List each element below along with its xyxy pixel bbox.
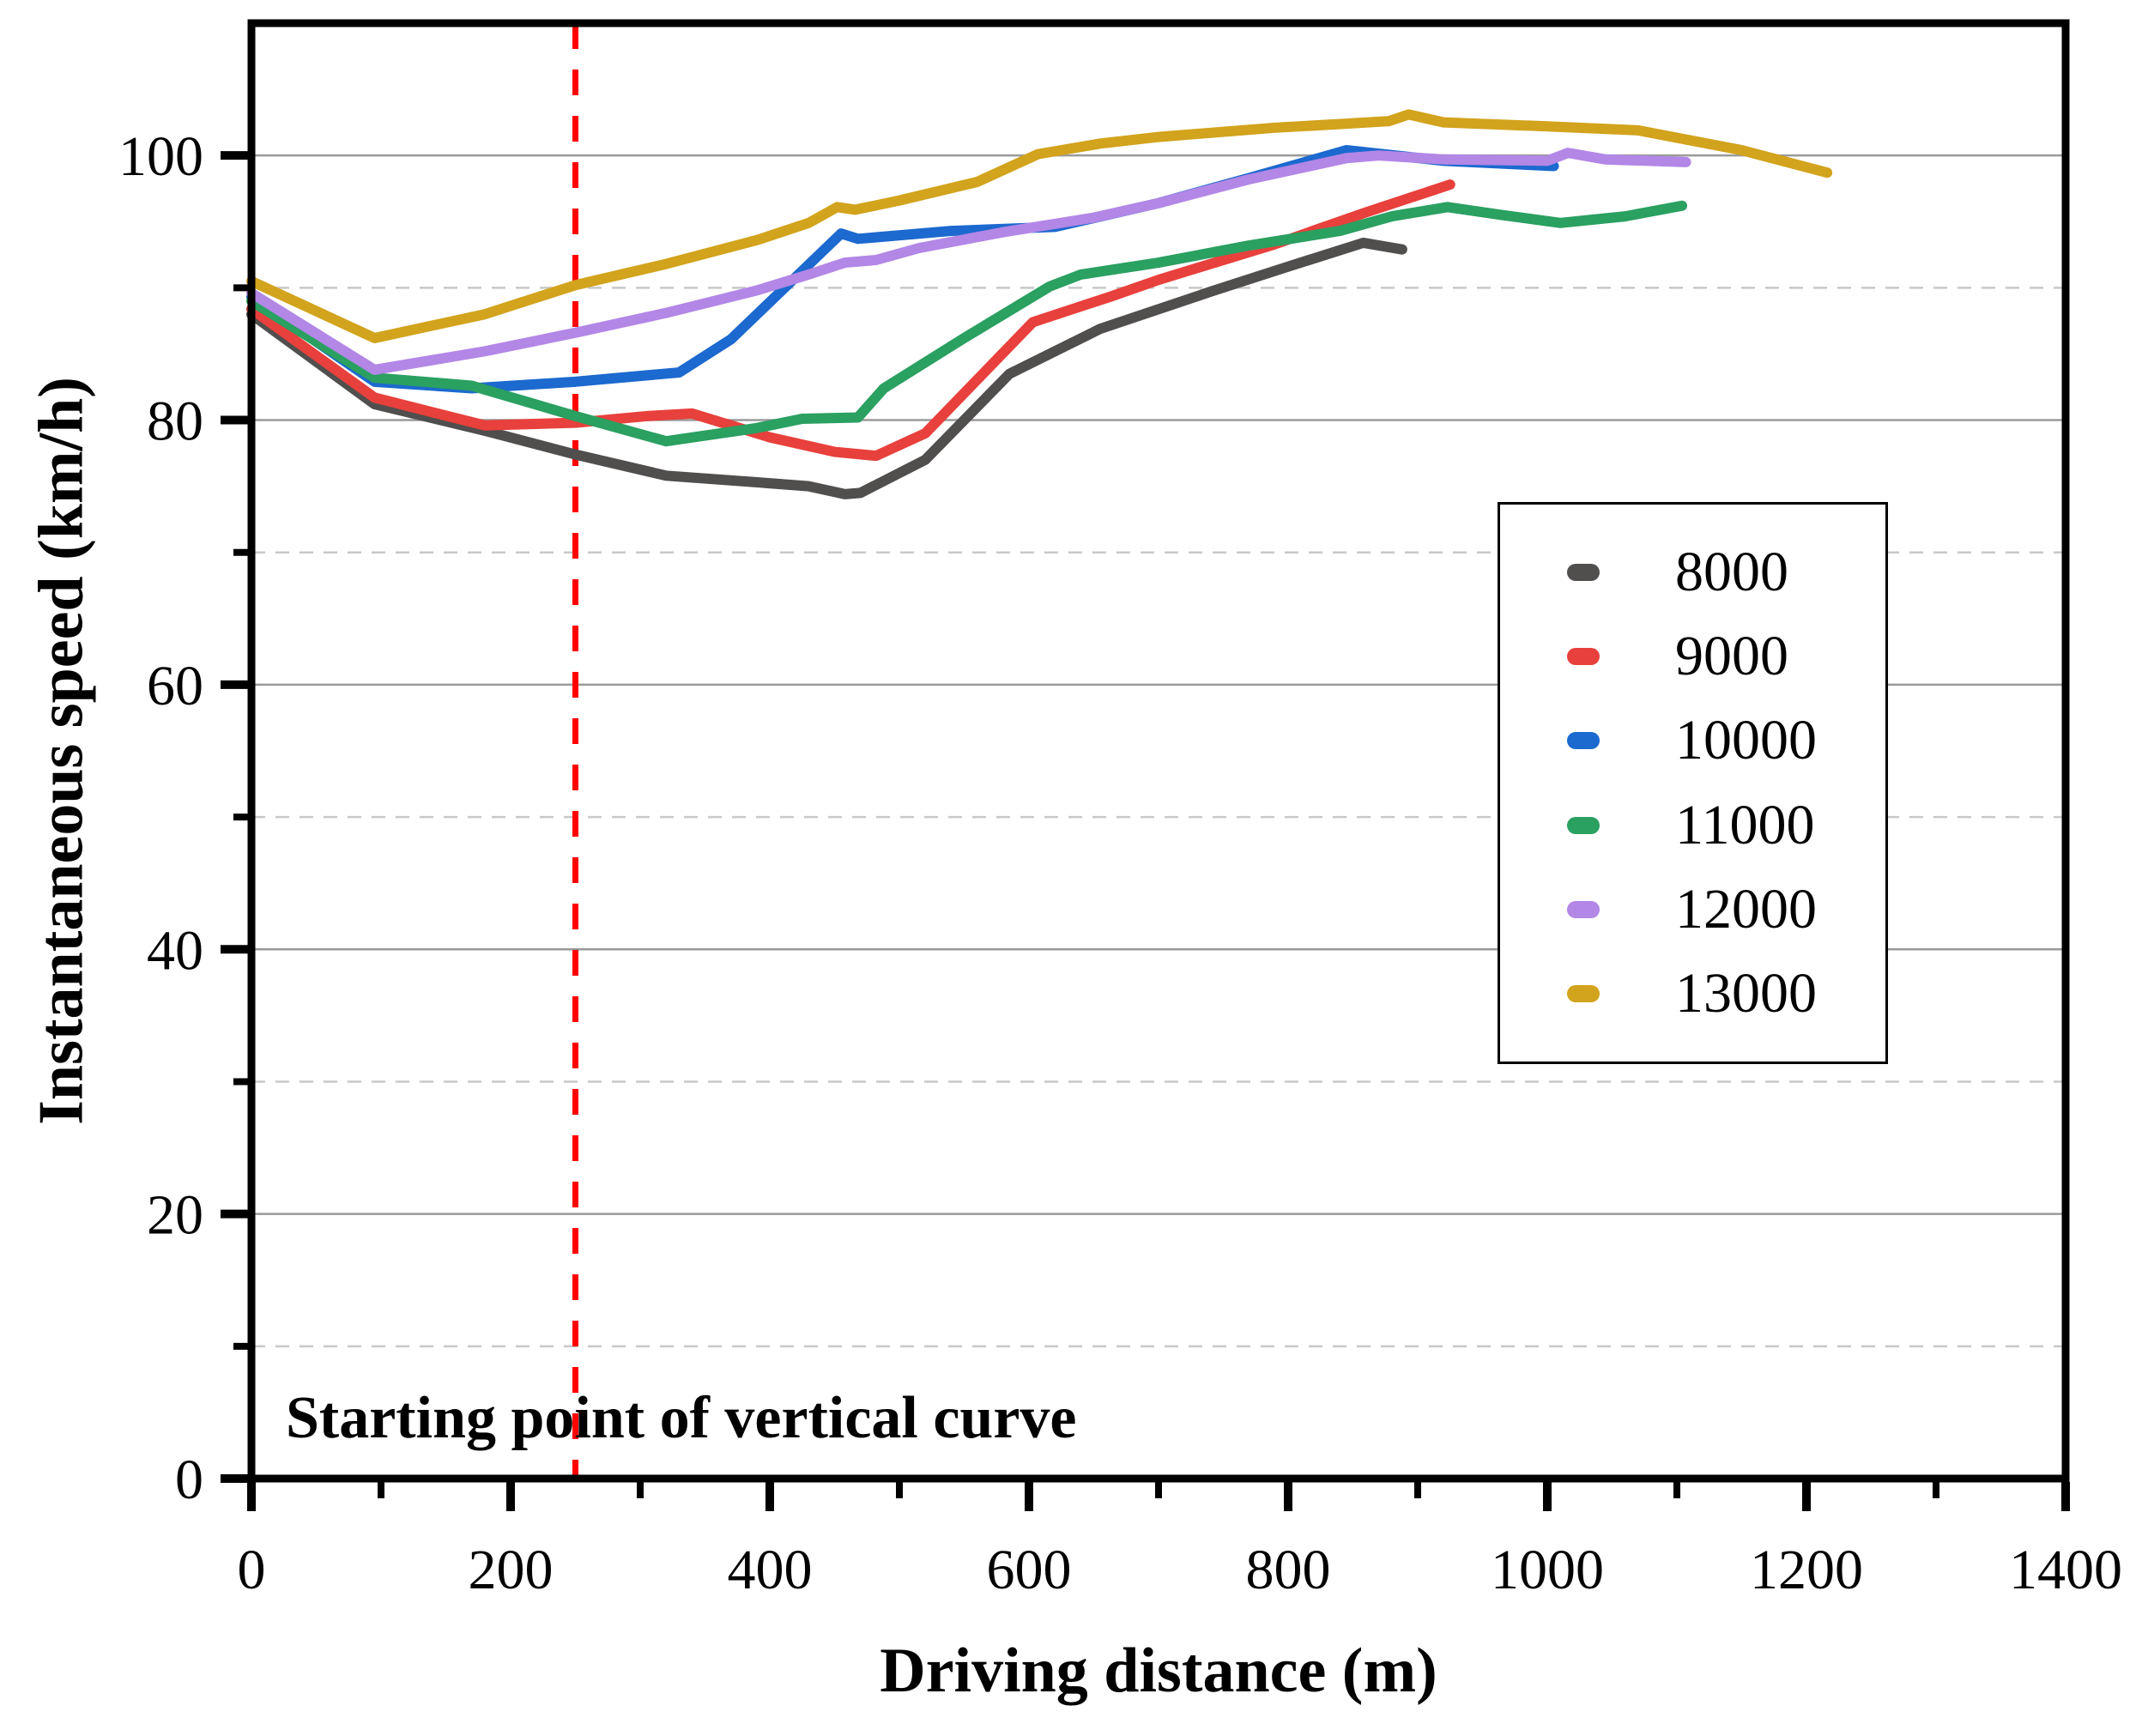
- x-axis-title: Driving distance (m): [880, 1636, 1437, 1706]
- legend-label: 10000: [1675, 709, 1817, 772]
- y-tick-label: 0: [175, 1449, 203, 1511]
- legend: 8000 9000 10000 11000 12000 13000: [1498, 502, 1888, 1064]
- x-tick-label: 800: [1246, 1539, 1331, 1601]
- series-line-13000: [246, 109, 1833, 343]
- legend-marker-12000: [1567, 900, 1600, 918]
- legend-item-13000: 13000: [1500, 952, 1885, 1036]
- series-line-8000: [246, 237, 1407, 499]
- y-tick-label: 80: [147, 390, 203, 453]
- y-tick-label: 40: [147, 919, 203, 982]
- vline-annotation: Starting point of vertical curve: [286, 1385, 1077, 1451]
- legend-marker-13000: [1567, 984, 1600, 1002]
- legend-item-9000: 9000: [1500, 614, 1885, 699]
- y-tick-label: 100: [118, 125, 203, 188]
- legend-marker-8000: [1567, 564, 1600, 582]
- x-tick-label: 400: [728, 1539, 813, 1601]
- legend-marker-11000: [1567, 816, 1600, 834]
- legend-label: 8000: [1675, 541, 1788, 604]
- y-tick-label: 60: [147, 655, 203, 717]
- y-axis-title: Instantaneous speed (km/h): [26, 377, 97, 1125]
- legend-item-8000: 8000: [1500, 530, 1885, 614]
- x-tick-label: 1200: [1750, 1539, 1863, 1601]
- legend-item-10000: 10000: [1500, 699, 1885, 783]
- series-line-9000: [246, 179, 1455, 462]
- legend-label: 13000: [1675, 961, 1817, 1025]
- x-tick-label: 600: [987, 1539, 1072, 1601]
- x-tick-label: 1400: [2009, 1539, 2122, 1601]
- x-tick-label: 0: [238, 1539, 266, 1601]
- y-tick-label: 20: [147, 1184, 203, 1247]
- legend-label: 12000: [1675, 877, 1817, 941]
- legend-marker-10000: [1567, 732, 1600, 750]
- x-tick-label: 200: [469, 1539, 554, 1601]
- series-line-11000: [246, 200, 1688, 447]
- x-tick-label: 1000: [1491, 1539, 1604, 1601]
- legend-item-11000: 11000: [1500, 783, 1885, 868]
- legend-item-12000: 12000: [1500, 868, 1885, 952]
- series-line-12000: [246, 148, 1691, 375]
- legend-marker-9000: [1567, 648, 1600, 666]
- legend-label: 9000: [1675, 625, 1788, 688]
- series-line-10000: [246, 145, 1559, 394]
- plot-frame: [247, 19, 2070, 1483]
- legend-label: 11000: [1675, 793, 1815, 856]
